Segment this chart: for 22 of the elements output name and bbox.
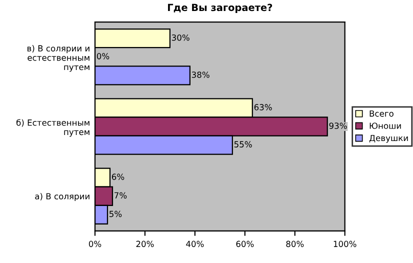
legend-label: Всего xyxy=(370,110,394,117)
data-label: 0% xyxy=(96,53,110,60)
x-tick-label: 80% xyxy=(286,240,304,248)
x-tick-label: 0% xyxy=(88,240,102,248)
y-tick-label: в) В солярии и естественным путем xyxy=(28,45,90,72)
y-tick-label: а) В солярии xyxy=(35,192,90,202)
data-label: 55% xyxy=(234,141,252,148)
data-label: 6% xyxy=(112,174,124,180)
legend-label: Девушки xyxy=(369,134,408,143)
data-label: 38% xyxy=(192,72,210,78)
y-tick-label: б) Естественным путем xyxy=(16,119,90,137)
x-tick-label: 60% xyxy=(236,240,254,248)
chart-title: Где Вы загораете? xyxy=(168,4,272,14)
data-label: 93% xyxy=(329,122,347,129)
x-tick-label: 20% xyxy=(136,240,154,248)
legend-label: Юноши xyxy=(370,122,401,129)
data-label: 63% xyxy=(254,104,272,110)
x-tick-label: 40% xyxy=(186,240,204,248)
data-label: 5% xyxy=(110,210,122,218)
data-label: 7% xyxy=(114,192,127,199)
x-tick-label: 100% xyxy=(334,240,356,248)
data-label: 30% xyxy=(172,34,190,41)
